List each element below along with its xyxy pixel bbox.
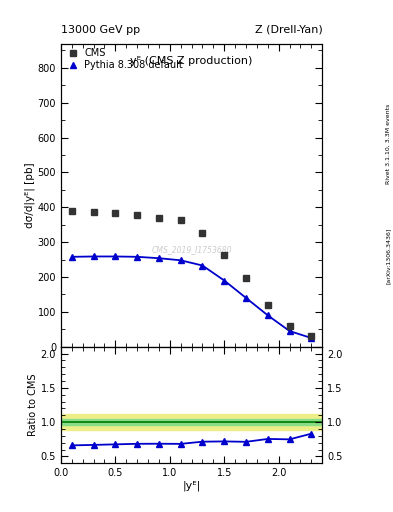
CMS xyxy=(309,333,314,339)
Text: Rivet 3.1.10, 3.3M events: Rivet 3.1.10, 3.3M events xyxy=(386,103,391,183)
Pythia 8.308 default xyxy=(113,253,118,260)
Pythia 8.308 default xyxy=(309,335,314,341)
Pythia 8.308 default xyxy=(135,254,140,260)
Text: yᴱ (CMS Z production): yᴱ (CMS Z production) xyxy=(130,56,253,66)
Pythia 8.308 default xyxy=(265,312,270,318)
CMS xyxy=(244,275,248,282)
Text: Z (Drell-Yan): Z (Drell-Yan) xyxy=(255,25,322,35)
Pythia 8.308 default xyxy=(244,295,248,301)
Pythia 8.308 default xyxy=(156,255,161,261)
Text: 13000 GeV pp: 13000 GeV pp xyxy=(61,25,140,35)
Line: Pythia 8.308 default: Pythia 8.308 default xyxy=(69,253,314,341)
X-axis label: |yᴱ|: |yᴱ| xyxy=(182,481,201,492)
CMS xyxy=(287,323,292,329)
CMS xyxy=(265,302,270,308)
CMS xyxy=(222,252,227,258)
Pythia 8.308 default xyxy=(70,254,74,260)
CMS xyxy=(156,215,161,221)
Pythia 8.308 default xyxy=(91,253,96,260)
CMS xyxy=(200,230,205,237)
Line: CMS: CMS xyxy=(69,208,314,339)
Bar xyxy=(61,414,322,431)
Pythia 8.308 default xyxy=(287,328,292,334)
Y-axis label: dσ/d|yᴱ| [pb]: dσ/d|yᴱ| [pb] xyxy=(24,162,35,228)
Y-axis label: Ratio to CMS: Ratio to CMS xyxy=(28,374,38,436)
CMS xyxy=(113,210,118,217)
CMS xyxy=(70,208,74,214)
Bar xyxy=(61,419,322,425)
Pythia 8.308 default xyxy=(178,257,183,263)
Pythia 8.308 default xyxy=(200,263,205,269)
Legend: CMS, Pythia 8.308 default: CMS, Pythia 8.308 default xyxy=(64,47,185,72)
CMS xyxy=(91,209,96,215)
CMS xyxy=(135,212,140,219)
CMS xyxy=(178,217,183,223)
Text: CMS_2019_I1753680: CMS_2019_I1753680 xyxy=(151,245,232,254)
Pythia 8.308 default xyxy=(222,278,227,284)
Text: [arXiv:1306.3436]: [arXiv:1306.3436] xyxy=(386,228,391,284)
